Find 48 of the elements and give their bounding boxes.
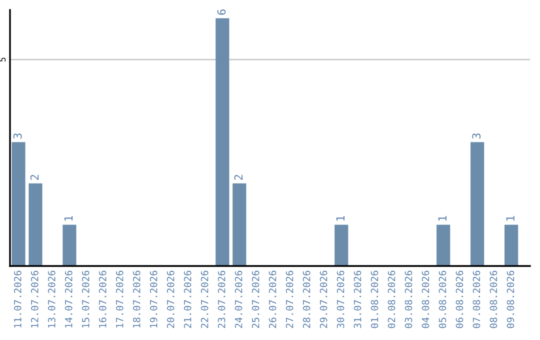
x-tick-label: 31.07.2026 (354, 270, 362, 328)
x-tick-label: 07.08.2026 (472, 270, 480, 328)
x-tick-label: 05.08.2026 (438, 270, 446, 328)
bar (12, 142, 26, 266)
data-label: 1 (336, 216, 344, 221)
x-tick-label: 16.07.2026 (98, 270, 106, 328)
data-label: 3 (13, 133, 22, 139)
bar (62, 224, 76, 266)
x-tick-label: 27.07.2026 (286, 270, 294, 328)
x-tick-label: 08.08.2026 (490, 270, 498, 328)
x-tick-label: 19.07.2026 (150, 270, 158, 328)
x-tick-label: 14.07.2026 (64, 270, 72, 328)
x-tick-label: 21.07.2026 (184, 270, 192, 328)
bar (436, 224, 450, 266)
x-tick-label: 29.07.2026 (320, 270, 328, 328)
x-tick-label: 01.08.2026 (370, 270, 378, 328)
data-label: 3 (472, 133, 481, 139)
data-label: 1 (64, 216, 73, 221)
bar (28, 183, 42, 266)
x-tick-label: 12.07.2026 (30, 270, 38, 328)
x-tick-label: 25.07.2026 (252, 270, 260, 328)
x-tick-label: 20.07.2026 (166, 270, 174, 328)
x-tick-label: 30.07.2026 (336, 270, 344, 328)
bar (470, 142, 484, 266)
x-tick-label: 23.07.2026 (218, 270, 226, 328)
data-label: 1 (506, 216, 514, 221)
bar (334, 224, 348, 266)
data-label: 2 (30, 174, 39, 180)
data-label: 6 (217, 10, 226, 15)
x-tick-label: 28.07.2026 (302, 270, 310, 328)
x-tick-label: 04.08.2026 (422, 270, 430, 328)
x-tick-label: 26.07.2026 (268, 270, 276, 328)
x-tick-label: 15.07.2026 (82, 270, 90, 328)
bar (504, 224, 518, 266)
x-tick-label: 09.08.2026 (506, 270, 514, 328)
x-tick-label: 24.07.2026 (234, 270, 242, 328)
x-tick-label: 13.07.2026 (48, 270, 56, 328)
x-tick-label: 03.08.2026 (404, 270, 412, 328)
x-tick-label: 02.08.2026 (388, 270, 396, 328)
x-tick-label: 22.07.2026 (200, 270, 208, 328)
x-tick-label: 18.07.2026 (132, 270, 140, 328)
x-tick-label: 17.07.2026 (116, 270, 124, 328)
x-tick-label: 11.07.2026 (14, 270, 22, 328)
data-label: 2 (234, 174, 243, 180)
bar (216, 18, 230, 266)
data-label: 1 (438, 216, 446, 221)
x-tick-label: 06.08.2026 (456, 270, 464, 328)
bar (232, 183, 246, 266)
